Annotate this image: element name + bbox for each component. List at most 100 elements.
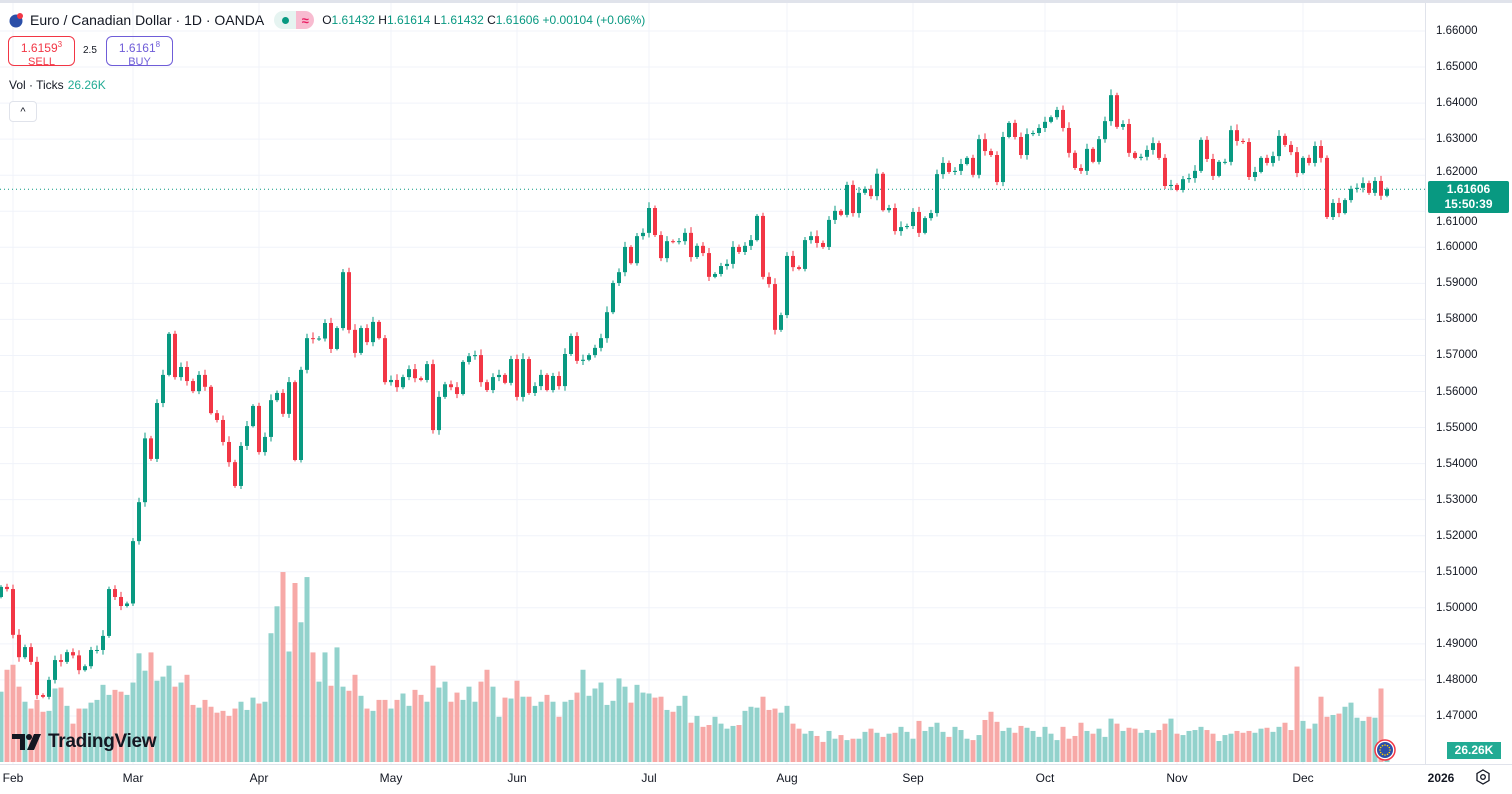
volume-bar <box>1060 726 1066 762</box>
candle-body <box>467 356 471 362</box>
volume-bar <box>1372 717 1378 762</box>
sell-button[interactable]: 1.61593 SELL <box>8 36 75 68</box>
volume-bar <box>232 708 238 762</box>
last-price-value: 1.61606 <box>1446 182 1491 196</box>
time-tick-label: Jul <box>641 771 657 785</box>
volume-bar <box>994 721 1000 762</box>
volume-bar <box>394 699 400 762</box>
volume-bar <box>1084 730 1090 762</box>
candle-body <box>797 267 801 269</box>
candle-body <box>1307 157 1311 163</box>
candle-body <box>1355 187 1359 189</box>
volume-bar <box>952 726 958 762</box>
volume-bar <box>1240 732 1246 762</box>
price-chart[interactable] <box>0 3 1425 764</box>
volume-bar <box>472 701 478 762</box>
volume-bar <box>1150 732 1156 762</box>
price-tick-label: 1.52000 <box>1436 529 1478 542</box>
flag-star <box>1381 744 1384 747</box>
candle-body <box>251 405 255 427</box>
candle-body <box>575 335 579 361</box>
volume-bar <box>1126 727 1132 762</box>
volume-bar <box>1228 733 1234 762</box>
volume-bar <box>52 688 58 762</box>
candle-body <box>239 445 243 486</box>
candle-body <box>437 396 441 431</box>
volume-bar <box>118 691 124 762</box>
candle-body <box>989 151 993 156</box>
candle-body <box>341 272 345 329</box>
candle-body <box>17 634 21 658</box>
volume-bar <box>256 703 262 762</box>
candle-body <box>983 139 987 152</box>
volume-bar <box>1036 736 1042 762</box>
candle-body <box>407 369 411 378</box>
volume-bar <box>880 736 886 762</box>
candle-body <box>695 245 699 258</box>
market-open-icon[interactable] <box>274 11 297 29</box>
eu-flag-event-icon[interactable] <box>1374 739 1396 761</box>
volume-legend[interactable]: Vol · Ticks 26.26K <box>9 78 106 92</box>
candle-body <box>707 253 711 277</box>
candle-body <box>1115 95 1119 127</box>
volume-bar <box>502 697 508 762</box>
volume-bar <box>808 730 814 762</box>
volume-bar <box>322 652 328 762</box>
candle-body <box>281 392 285 414</box>
candle-body <box>617 272 621 283</box>
candle-body <box>311 338 315 340</box>
candle-body <box>1163 157 1167 187</box>
candle-body <box>581 359 585 361</box>
volume-bar <box>658 696 664 762</box>
volume-bar <box>148 652 154 762</box>
volume-bar <box>784 705 790 762</box>
volume-bar <box>226 715 232 762</box>
candle-body <box>1073 152 1077 168</box>
candle-body <box>149 438 153 459</box>
candle-body <box>371 321 375 343</box>
candle-body <box>1253 171 1257 178</box>
symbol-title[interactable]: Euro / Canadian Dollar · 1D · OANDA <box>30 12 265 28</box>
volume-bar <box>292 583 298 762</box>
price-tick-label: 1.61000 <box>1436 216 1478 228</box>
candle-body <box>1217 161 1221 176</box>
candle-body <box>1037 127 1041 134</box>
data-delay-icon[interactable]: ≈ <box>296 11 315 29</box>
candle-body <box>1379 180 1383 196</box>
buy-button[interactable]: 1.61618 BUY <box>106 36 173 68</box>
settings-icon[interactable] <box>1474 768 1492 786</box>
candle-body <box>71 652 75 656</box>
grid-lines <box>0 3 1425 764</box>
candle-body <box>23 647 27 658</box>
price-axis[interactable]: 1.66000 1.65000 1.64000 1.63000 1.62000 1.610… <box>1425 0 1512 764</box>
candle-body <box>911 211 915 227</box>
volume-bar <box>1324 716 1330 762</box>
candle-body <box>221 419 225 442</box>
candle-body <box>449 384 453 388</box>
candle-body <box>1295 152 1299 174</box>
candle-body <box>185 366 189 382</box>
volume-bar <box>652 697 658 762</box>
time-axis[interactable]: Feb Mar Apr May Jun Jul Aug Sep Oct Nov Dec 2026 <box>0 764 1512 794</box>
candle-body <box>1133 152 1137 158</box>
volume-bar <box>598 682 604 762</box>
candle-body <box>1109 95 1113 122</box>
volume-bar <box>544 694 550 762</box>
candle-body <box>953 170 957 172</box>
volume-bar <box>1108 718 1114 762</box>
volume-bar <box>130 682 136 762</box>
tradingview-logo[interactable]: TradingView <box>12 731 157 753</box>
collapse-legend-button[interactable]: ^ <box>9 101 37 122</box>
time-tick-label: Nov <box>1166 771 1188 785</box>
candle-body <box>641 232 645 237</box>
candle-body <box>863 188 867 193</box>
candle-body <box>545 374 549 391</box>
volume-bar <box>1024 727 1030 762</box>
volume-bar <box>958 730 964 762</box>
candle-body <box>533 386 537 393</box>
candle-body <box>1331 202 1335 218</box>
volume-bar <box>778 712 784 762</box>
candle-body <box>1187 178 1191 180</box>
volume-bar <box>448 701 454 762</box>
volume-bar <box>340 686 346 762</box>
